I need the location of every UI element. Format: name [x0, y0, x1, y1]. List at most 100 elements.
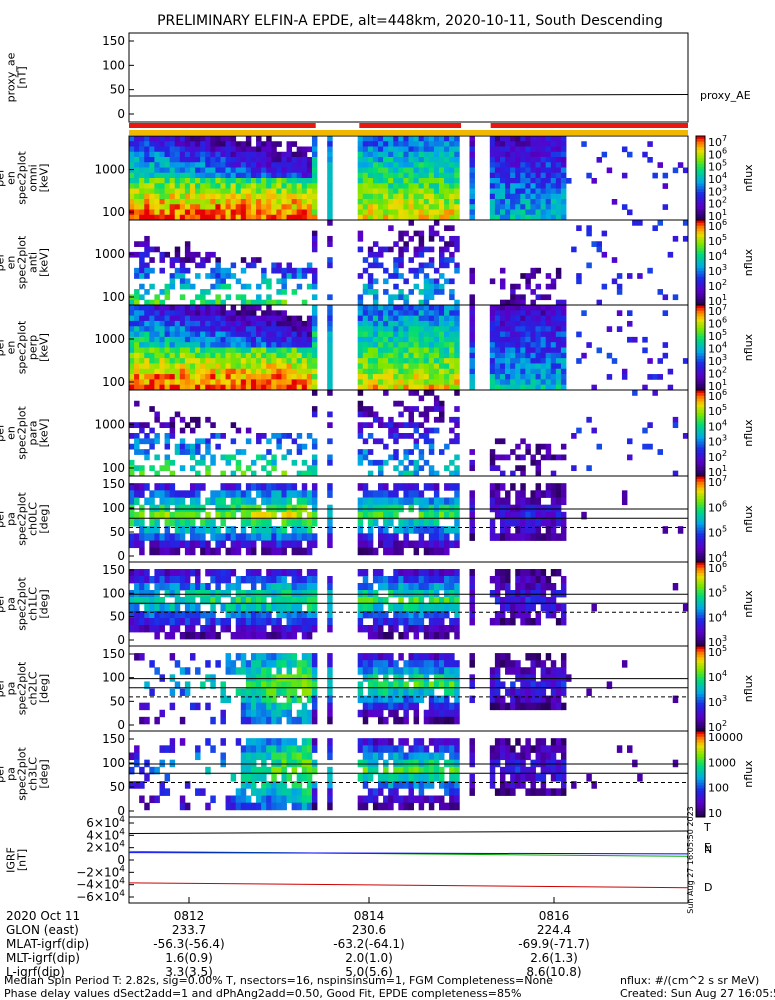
- heatmap-cell: [393, 336, 399, 343]
- heatmap-cell: [657, 358, 663, 364]
- heatmap-cell: [149, 146, 155, 153]
- heatmap-cell: [545, 519, 552, 527]
- heatmap-cell: [388, 299, 394, 306]
- heatmap-cell: [357, 374, 364, 380]
- heatmap-cell: [276, 262, 282, 269]
- heatmap-cell: [357, 320, 364, 327]
- heatmap-cell: [184, 604, 191, 612]
- heatmap-cell: [413, 688, 420, 696]
- heatmap-cell: [449, 167, 455, 174]
- heatmap-cell: [286, 583, 293, 591]
- heatmap-cell: [154, 526, 160, 534]
- heatmap-cell: [423, 604, 430, 612]
- heatmap-cell: [174, 384, 181, 391]
- heatmap-cell: [555, 209, 562, 216]
- heatmap-cell: [388, 416, 394, 423]
- heatmap-cell: [398, 172, 404, 179]
- heatmap-cell: [525, 590, 531, 598]
- heatmap-cell: [291, 597, 298, 605]
- colorbar-cell: [696, 464, 705, 468]
- colorbar-cell: [696, 438, 705, 443]
- heatmap-cell: [311, 352, 318, 359]
- heatmap-cell: [205, 368, 211, 375]
- heatmap-cell: [428, 390, 435, 396]
- heatmap-cell: [291, 374, 298, 380]
- heatmap-cell: [189, 326, 196, 332]
- heatmap-cell: [378, 251, 384, 258]
- heatmap-cell: [545, 604, 552, 612]
- heatmap-cell: [134, 483, 140, 491]
- heatmap-cell: [261, 384, 267, 391]
- heatmap-cell: [423, 569, 430, 577]
- heatmap-cell: [225, 379, 232, 386]
- heatmap-cell: [230, 273, 237, 279]
- heatmap-cell: [291, 576, 298, 584]
- heatmap-cell: [362, 702, 369, 711]
- heatmap-cell: [357, 246, 364, 253]
- heatmap-cell: [205, 632, 211, 640]
- heatmap-cell: [560, 483, 567, 491]
- heatmap-cell: [393, 172, 399, 179]
- heatmap-cell: [276, 162, 282, 168]
- heatmap-cell: [367, 583, 374, 591]
- heatmap-cell: [408, 526, 414, 534]
- heatmap-cell: [149, 352, 155, 359]
- heatmap-cell: [134, 379, 140, 386]
- heatmap-cell: [230, 358, 237, 364]
- heatmap-cell: [250, 384, 257, 391]
- heatmap-cell: [286, 199, 293, 205]
- heatmap-cell: [306, 660, 313, 668]
- heatmap-cell: [291, 660, 298, 668]
- heatmap-cell: [291, 438, 298, 445]
- heatmap-cell: [510, 374, 516, 380]
- heatmap-cell: [413, 315, 420, 322]
- heatmap-cell: [225, 368, 232, 375]
- colorbar-cell: [696, 234, 705, 238]
- heatmap-cell: [423, 315, 430, 322]
- heatmap-cell: [403, 146, 409, 153]
- heatmap-cell: [413, 347, 420, 354]
- heatmap-cell: [169, 483, 176, 491]
- heatmap-cell: [357, 230, 364, 237]
- heatmap-cell: [535, 320, 542, 327]
- heatmap-cell: [520, 526, 526, 534]
- heatmap-cell: [372, 695, 379, 704]
- y-axis-label: elapefpaspec2plotch0LC[deg]: [0, 492, 51, 546]
- heatmap-cell: [393, 209, 399, 216]
- heatmap-cell: [200, 547, 206, 556]
- heatmap-cell: [428, 363, 435, 370]
- heatmap-cell: [413, 438, 420, 445]
- heatmap-cell: [418, 695, 425, 704]
- heatmap-cell: [428, 519, 435, 527]
- heatmap-cell: [489, 590, 496, 598]
- heatmap-cell: [408, 183, 414, 189]
- heatmap-cell: [149, 136, 155, 142]
- heatmap-cell: [398, 674, 404, 682]
- colorbar-cell: [696, 415, 705, 420]
- heatmap-cell: [245, 681, 252, 689]
- heatmap-cell: [520, 374, 526, 380]
- heatmap-cell: [367, 204, 374, 210]
- heatmap-cell: [499, 326, 506, 332]
- heatmap-cell: [306, 533, 313, 541]
- heatmap-cell: [398, 540, 404, 549]
- colorbar-tick-label: 103: [708, 634, 727, 649]
- heatmap-cell: [545, 320, 552, 327]
- heatmap-cell: [291, 459, 298, 466]
- heatmap-cell: [550, 146, 557, 153]
- heatmap-cell: [266, 384, 272, 391]
- heatmap-cell: [367, 310, 374, 317]
- heatmap-cell: [296, 681, 303, 689]
- heatmap-cell: [418, 533, 425, 541]
- heatmap-cell: [438, 569, 445, 577]
- heatmap-cell: [215, 347, 221, 354]
- heatmap-cell: [372, 199, 379, 205]
- heatmap-cell: [301, 363, 308, 370]
- heatmap-cell: [215, 299, 221, 306]
- heatmap-cell: [174, 368, 181, 375]
- heatmap-cell: [627, 209, 633, 216]
- heatmap-cell: [515, 368, 521, 375]
- heatmap-cell: [469, 336, 475, 343]
- heatmap-cell: [357, 433, 364, 439]
- heatmap-cell: [418, 146, 425, 153]
